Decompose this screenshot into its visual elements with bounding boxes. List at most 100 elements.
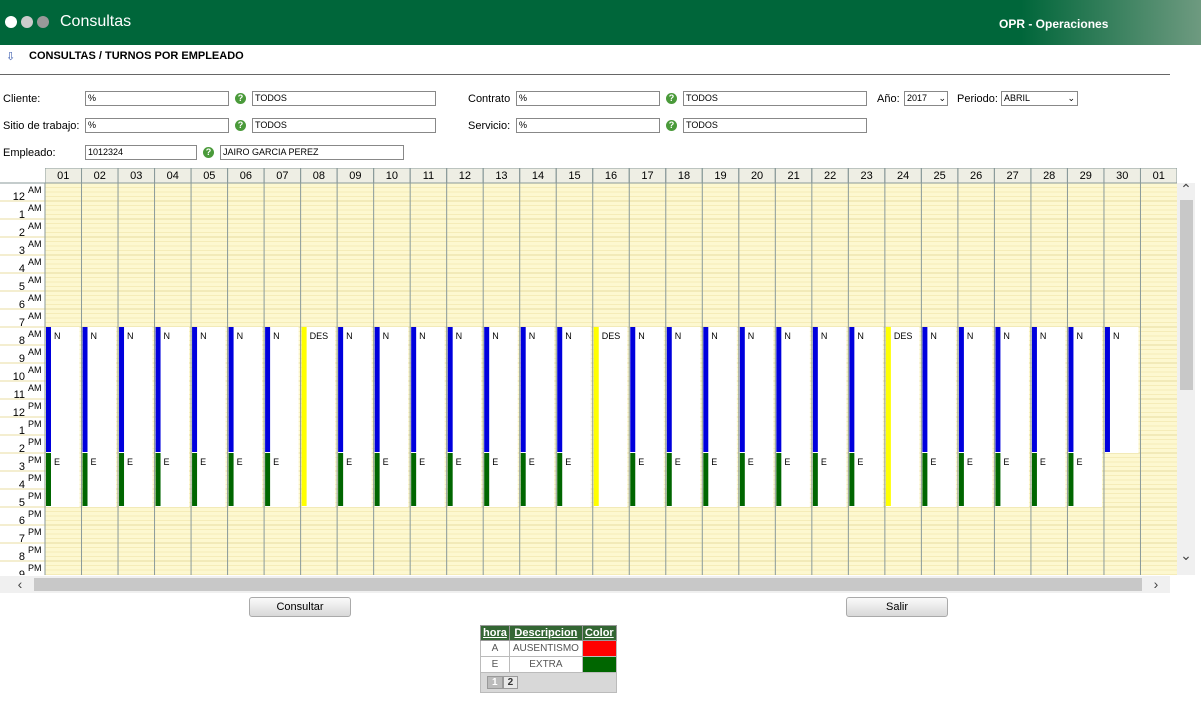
day-label: 22 — [824, 170, 836, 182]
input[interactable]: 1012324 — [85, 145, 197, 160]
shift-bar — [228, 453, 234, 506]
shift-block — [995, 327, 1029, 453]
shift-block — [666, 327, 701, 453]
day-label: 06 — [240, 170, 252, 182]
shift-bar — [228, 327, 234, 452]
shift-code: E — [821, 457, 827, 467]
scroll-up[interactable]: ⌃ — [1180, 181, 1192, 197]
header-cell[interactable]: hora — [480, 625, 510, 641]
shift-code: E — [857, 457, 863, 467]
select-value: 2017 — [907, 93, 928, 103]
select[interactable]: ABRIL ⌄ — [1001, 91, 1078, 106]
input[interactable]: TODOS — [683, 118, 867, 133]
shift-block — [228, 453, 263, 507]
ampm-label: PM — [28, 563, 42, 573]
shift-code: N — [91, 331, 98, 341]
shift-bar — [119, 327, 125, 452]
ampm-label: PM — [28, 509, 42, 519]
shift-bar — [520, 453, 526, 506]
day-label: 07 — [276, 170, 288, 182]
shift-code: E — [529, 457, 535, 467]
shift-block — [1031, 327, 1066, 453]
shift-bar — [82, 327, 88, 452]
help-icon[interactable]: ? — [666, 93, 677, 104]
ampm-label: AM — [28, 185, 42, 195]
scroll-left[interactable]: ‹ — [18, 576, 23, 592]
shift-code: E — [237, 457, 243, 467]
select[interactable]: 2017 ⌄ — [904, 91, 948, 106]
corner — [0, 168, 45, 183]
shift-code: E — [164, 457, 170, 467]
hour-label: 3 — [19, 461, 25, 473]
shift-code: N — [1076, 331, 1083, 341]
shift-bar — [484, 453, 490, 506]
shift-code: N — [748, 331, 755, 341]
help-icon[interactable]: ? — [666, 120, 677, 131]
shift-bar — [885, 327, 891, 506]
shift-block — [776, 453, 810, 507]
consultar-button[interactable]: Consultar — [249, 597, 351, 617]
input[interactable]: % — [516, 91, 660, 106]
input[interactable]: TODOS — [683, 91, 867, 106]
help-icon[interactable]: ? — [235, 93, 246, 104]
label: Periodo: — [957, 93, 998, 105]
hour-column — [0, 183, 45, 575]
day-label: 08 — [313, 170, 325, 182]
description-cell: EXTRA — [508, 656, 583, 673]
h-scroll-thumb[interactable] — [34, 578, 1142, 591]
shift-block — [155, 453, 190, 507]
shift-code: E — [711, 457, 717, 467]
shift-bar — [995, 327, 1001, 452]
day-label: 16 — [605, 170, 617, 182]
page-link[interactable]: 2 — [502, 676, 519, 689]
module-name: OPR - Operaciones — [999, 17, 1109, 31]
shift-block — [739, 453, 774, 507]
shift-bar — [557, 453, 563, 506]
shift-block — [374, 453, 409, 507]
shift-bar — [119, 453, 125, 506]
shift-bar — [301, 327, 307, 506]
scroll-down[interactable]: ⌄ — [1180, 547, 1192, 563]
header-cell[interactable]: Descripcion — [508, 625, 583, 641]
shift-code: E — [784, 457, 790, 467]
shift-bar — [739, 327, 745, 452]
help-icon[interactable]: ? — [235, 120, 246, 131]
label: Servicio: — [468, 120, 511, 132]
hour-label: 4 — [19, 263, 25, 275]
shift-bar — [411, 327, 417, 452]
input[interactable]: JAIRO GARCIA PEREZ — [220, 145, 404, 160]
shift-bar — [338, 327, 344, 452]
shift-block — [958, 453, 993, 507]
salir-button[interactable]: Salir — [846, 597, 948, 617]
shift-block — [776, 327, 810, 453]
shift-block — [46, 327, 80, 453]
shift-block — [557, 453, 591, 507]
shift-code: E — [127, 457, 133, 467]
scroll-right[interactable]: › — [1154, 576, 1159, 592]
shift-code: N — [967, 331, 974, 341]
help-icon[interactable]: ? — [203, 147, 214, 158]
header-cell[interactable]: Color — [581, 625, 617, 641]
input[interactable]: TODOS — [252, 118, 436, 133]
hour-label: 11 — [14, 389, 25, 401]
input[interactable]: % — [516, 118, 660, 133]
shift-block — [1104, 327, 1139, 453]
shift-bar — [1031, 327, 1037, 452]
input[interactable]: % — [85, 91, 229, 106]
shift-block — [46, 453, 80, 507]
shift-bar — [922, 453, 928, 506]
label: Contrato — [468, 93, 511, 105]
input[interactable]: % — [85, 118, 229, 133]
code-cell: E — [480, 656, 510, 673]
shift-code: E — [91, 457, 97, 467]
shift-block — [885, 327, 920, 507]
shift-block — [666, 453, 701, 507]
shift-code: E — [273, 457, 279, 467]
v-scroll-thumb[interactable] — [1180, 200, 1193, 390]
shift-code: N — [930, 331, 937, 341]
shift-block — [374, 327, 409, 453]
input[interactable]: TODOS — [252, 91, 436, 106]
page-link[interactable]: 1 — [487, 676, 503, 689]
shift-code: N — [857, 331, 864, 341]
